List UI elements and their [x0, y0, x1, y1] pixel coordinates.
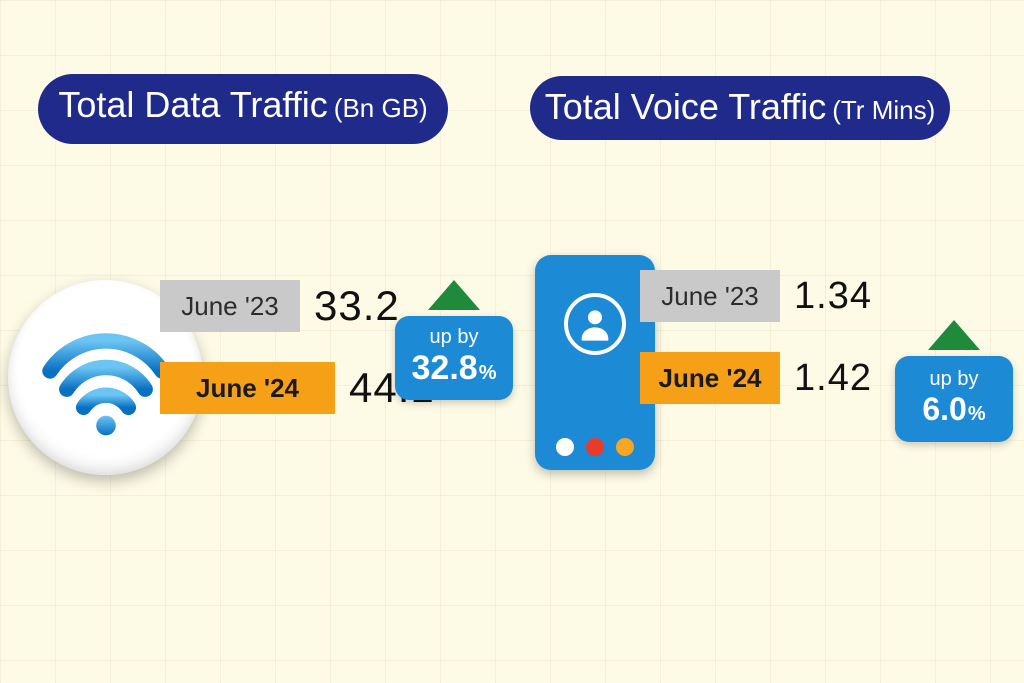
data-traffic-title: Total Data Traffic — [58, 84, 327, 126]
phone-call-buttons — [535, 438, 655, 456]
voice-traffic-unit: (Tr Mins) — [832, 95, 935, 126]
voice-prev-value: 1.34 — [794, 275, 872, 318]
data-change-value: 32.8 — [412, 349, 478, 387]
voice-traffic-panel: June '23 1.34 June '24 1.42 up by 6.0% — [525, 240, 1024, 500]
data-change-label: up by — [403, 326, 505, 349]
data-prev-label: June '23 — [160, 280, 300, 332]
phone-dot-icon — [616, 438, 634, 456]
avatar-icon — [564, 293, 626, 355]
voice-traffic-title: Total Voice Traffic — [545, 86, 826, 128]
data-change-box: up by 32.8% — [395, 316, 513, 400]
voice-rows: June '23 1.34 June '24 1.42 — [640, 270, 872, 434]
up-triangle-icon — [428, 280, 480, 310]
data-curr-row: June '24 44.1 — [160, 362, 435, 414]
phone-icon — [535, 255, 655, 470]
voice-curr-value: 1.42 — [794, 357, 872, 400]
data-traffic-header: Total Data Traffic (Bn GB) — [38, 74, 448, 144]
data-curr-label: June '24 — [160, 362, 335, 414]
data-rows: June '23 33.2 June '24 44.1 — [160, 280, 435, 444]
data-prev-value: 33.2 — [314, 282, 400, 330]
voice-curr-label: June '24 — [640, 352, 780, 404]
percent-symbol: % — [968, 403, 986, 425]
data-change-badge: up by 32.8% — [395, 280, 513, 400]
phone-hangup-icon — [586, 438, 604, 456]
data-prev-row: June '23 33.2 — [160, 280, 435, 332]
voice-change-box: up by 6.0% — [895, 356, 1013, 442]
percent-symbol: % — [479, 362, 497, 384]
voice-change-badge: up by 6.0% — [895, 320, 1013, 442]
voice-change-label: up by — [901, 368, 1007, 391]
voice-change-value: 6.0 — [922, 391, 966, 427]
phone-dot-icon — [556, 438, 574, 456]
voice-prev-label: June '23 — [640, 270, 780, 322]
voice-prev-row: June '23 1.34 — [640, 270, 872, 322]
data-traffic-unit: (Bn GB) — [334, 93, 428, 124]
up-triangle-icon — [928, 320, 980, 350]
data-traffic-panel: June '23 33.2 June '24 44.1 up by 32.8% — [0, 240, 510, 500]
voice-curr-row: June '24 1.42 — [640, 352, 872, 404]
voice-traffic-header: Total Voice Traffic (Tr Mins) — [530, 76, 950, 140]
